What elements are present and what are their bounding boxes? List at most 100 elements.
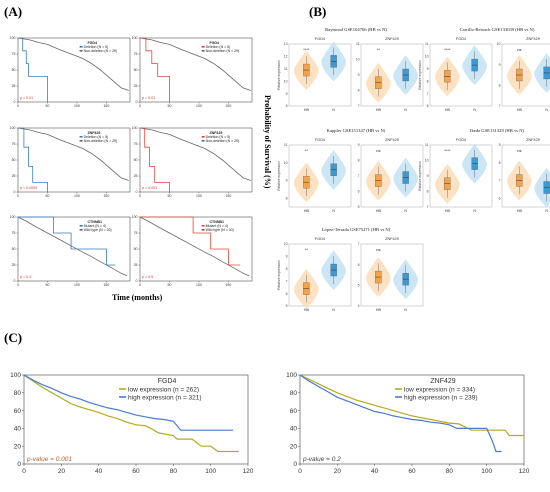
violin-plot: ZNF429 4 5 6 7 HB Nns [358, 237, 424, 312]
km-series-line [299, 374, 502, 453]
violin-x-label: N [332, 108, 335, 112]
x-tick-label: 0 [139, 104, 141, 108]
y-tick-label: 100 [132, 126, 138, 130]
legend-label: low expression (n = 334) [404, 387, 475, 394]
significance-label: ** [377, 47, 381, 52]
y-tick-label: 25 [12, 84, 16, 88]
violin-y-tick: 11 [284, 67, 288, 71]
panel-c-km-plots: 0 20 40 60 80 100 120 0 20 40 60 80 100 FGD4 low expre… [10, 372, 530, 475]
km-small-title: ZNF429 [87, 131, 100, 135]
x-tick-label: 150 [225, 104, 231, 108]
violin-y-tick: 11 [425, 42, 429, 46]
p-value-annotation: p-value = 0.2 [302, 456, 341, 463]
p-value: p = 0.0009 [20, 186, 37, 190]
km-line [17, 37, 129, 91]
x-tick-label: 40 [371, 468, 379, 475]
x-tick-label: 150 [103, 283, 109, 287]
x-tick-label: 50 [168, 104, 172, 108]
violin-gene-label: FGD4 [315, 37, 325, 41]
violin-gene-label: ZNF429 [385, 138, 399, 142]
x-tick-label: 150 [103, 194, 109, 198]
y-tick-label: 75 [12, 142, 16, 146]
violin-y-tick: 8 [358, 159, 360, 163]
violin-gene-label: FGD4 [315, 237, 325, 241]
violin-plot: ZNF429 5 6 7 8 9 HB Nns [358, 138, 424, 213]
y-tick-label: 50 [12, 247, 16, 251]
x-tick-label: 100 [74, 194, 80, 198]
violin-y-tick: 5 [286, 304, 288, 308]
y-tick-label: 20 [14, 443, 22, 450]
violin-x-label: N [545, 108, 548, 112]
violin-y-tick: 9 [499, 143, 501, 147]
legend-swatch [79, 136, 83, 138]
violin-plot: FGD4 7 8 9 10 11 Relative expression HB N **** [418, 138, 493, 213]
km-large-plot: 0 20 40 60 80 100 120 0 20 40 60 80 100 ZNF429 low exp… [286, 372, 530, 475]
violin-plot: ZNF429 6 7 8 9 HB Nns [499, 138, 550, 213]
legend-label: Non-deletion (N = 29) [84, 49, 118, 53]
y-tick-label: 25 [134, 84, 138, 88]
violin-y-tick: 10 [284, 242, 288, 246]
plot-frame [139, 216, 253, 282]
km-small-title: FGD4 [87, 41, 97, 45]
km-series-line [23, 374, 239, 453]
violin-frame [288, 43, 352, 107]
violin-plot: ZNF429 7 8 9 10 11 HB N ** [356, 37, 424, 112]
y-tick-label: 100 [10, 36, 16, 40]
y-tick-label: 75 [134, 52, 138, 56]
violin-y-tick: 6 [427, 104, 429, 108]
violin-y-tick: 4 [358, 304, 360, 308]
legend-swatch [201, 50, 205, 52]
y-tick-label: 0 [17, 461, 21, 468]
km-small-title: CTNNB1 [209, 220, 224, 224]
violin-y-tick: 10 [284, 79, 288, 83]
y-tick-label: 50 [12, 158, 16, 162]
x-tick-label: 20 [58, 468, 66, 475]
x-tick-label: 0 [298, 468, 302, 475]
violin-frame [429, 43, 493, 107]
violin-x-label: HB [304, 209, 310, 213]
significance-label: ** [305, 148, 309, 153]
violin-shape [534, 53, 550, 93]
x-tick-label: 60 [132, 468, 140, 475]
violin-y-tick: 13 [284, 42, 288, 46]
x-tick-label: 150 [225, 194, 231, 198]
y-tick-label: 75 [12, 52, 16, 56]
violin-y-tick: 8 [427, 79, 429, 83]
violin-y-tick: 6 [358, 190, 360, 194]
y-tick-label: 0 [14, 190, 16, 194]
significance-label: **** [444, 47, 451, 52]
x-tick-label: 150 [103, 104, 109, 108]
violin-ylabel: Relative expression [277, 161, 281, 191]
legend-swatch [79, 46, 83, 48]
violin-y-tick: 7 [427, 205, 429, 209]
violin-y-tick: 8 [499, 161, 501, 165]
p-value: p = 0.4 [20, 275, 31, 279]
violin-y-tick: 10 [425, 55, 429, 59]
y-tick-label: 100 [132, 36, 138, 40]
y-tick-label: 80 [290, 390, 298, 397]
violin-x-label: N [332, 209, 335, 213]
legend-label: Mutant (N = 4) [206, 224, 228, 228]
legend-swatch [79, 50, 83, 52]
legend-label: low expression (n = 262) [128, 387, 199, 394]
x-tick-label: 0 [17, 104, 19, 108]
violin-x-label: HB [304, 308, 310, 312]
x-tick-label: 40 [95, 468, 103, 475]
violin-plot: FGD4 8 9 10 11 12 13 Relative expression HB N **** [277, 37, 352, 112]
violin-frame [360, 243, 424, 307]
violin-y-tick: 8 [286, 196, 288, 200]
km-line [140, 216, 241, 266]
significance-label: ns [376, 148, 380, 153]
violin-x-label: HB [517, 209, 523, 213]
violin-x-label: HB [376, 108, 382, 112]
km-small-title: FGD4 [209, 41, 219, 45]
violin-ylabel: Relative expression [418, 161, 422, 191]
y-tick-label: 75 [12, 231, 16, 235]
x-tick-label: 0 [22, 468, 26, 475]
violin-frame [501, 144, 550, 208]
